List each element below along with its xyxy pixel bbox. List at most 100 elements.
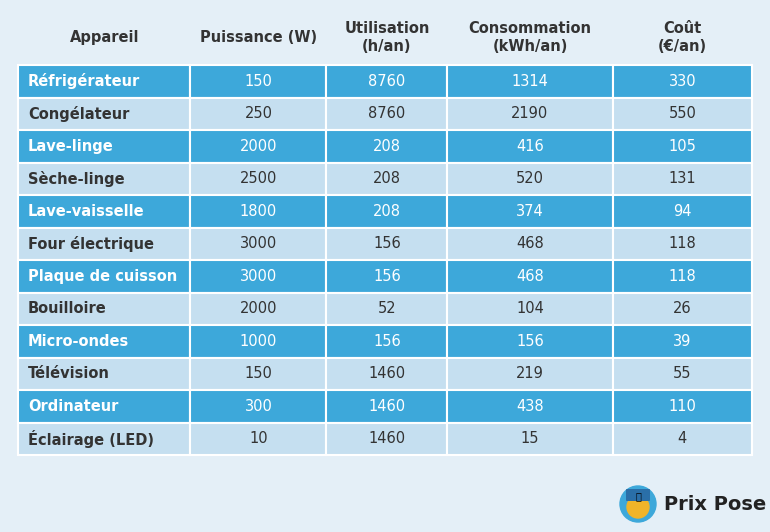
Text: 26: 26 [673,301,691,316]
Text: 105: 105 [668,139,696,154]
Bar [447,228,613,260]
Text: Sèche-linge: Sèche-linge [28,171,125,187]
Text: Prix Pose: Prix Pose [664,495,766,513]
Text: Télévision: Télévision [28,366,110,381]
Bar [18,195,190,228]
Bar [447,195,613,228]
Text: Appareil: Appareil [69,30,139,45]
Text: 219: 219 [516,366,544,381]
Bar [18,390,190,422]
Text: 118: 118 [668,236,696,251]
Text: 3000: 3000 [239,269,277,284]
Bar [447,325,613,358]
Bar [18,97,190,130]
Text: Plaque de cuisson: Plaque de cuisson [28,269,177,284]
Text: Éclairage (LED): Éclairage (LED) [28,430,154,448]
Circle shape [627,496,649,518]
Bar [447,422,613,455]
Text: 374: 374 [516,204,544,219]
Text: 3000: 3000 [239,236,277,251]
Bar [18,228,190,260]
Bar [326,162,447,195]
Text: 1800: 1800 [239,204,277,219]
Text: 52: 52 [377,301,396,316]
Bar [613,293,752,325]
Bar [447,358,613,390]
Text: 156: 156 [373,236,400,251]
Bar [613,162,752,195]
Text: 250: 250 [244,106,273,121]
Bar [18,130,190,162]
Bar [190,422,326,455]
Bar [447,97,613,130]
Bar [613,422,752,455]
Text: 55: 55 [673,366,691,381]
Bar [613,325,752,358]
Bar [447,293,613,325]
Bar [190,195,326,228]
Text: Ordinateur: Ordinateur [28,399,119,414]
Text: 208: 208 [373,204,401,219]
Bar [447,390,613,422]
Bar [326,195,447,228]
Bar [447,130,613,162]
Bar [190,293,326,325]
Text: 1460: 1460 [368,366,405,381]
Text: 1314: 1314 [511,74,548,89]
Text: 131: 131 [668,171,696,186]
Text: 15: 15 [521,431,539,446]
Bar [326,325,447,358]
Text: 150: 150 [244,366,273,381]
Text: 156: 156 [516,334,544,349]
Text: 8760: 8760 [368,106,406,121]
Bar [326,260,447,293]
Bar [18,162,190,195]
Text: Réfrigérateur: Réfrigérateur [28,73,140,89]
Bar [326,422,447,455]
Bar [18,325,190,358]
Text: 4: 4 [678,431,687,446]
Text: 156: 156 [373,334,400,349]
Text: 🔒: 🔒 [635,491,641,501]
Bar [18,422,190,455]
Bar [190,260,326,293]
Text: 94: 94 [673,204,691,219]
Bar [18,260,190,293]
Bar [326,293,447,325]
Bar [18,358,190,390]
Bar [190,358,326,390]
Text: 416: 416 [516,139,544,154]
Bar [613,358,752,390]
Text: 1460: 1460 [368,399,405,414]
Text: 150: 150 [244,74,273,89]
Text: Lave-linge: Lave-linge [28,139,114,154]
Bar [326,390,447,422]
Text: 438: 438 [516,399,544,414]
Text: 2500: 2500 [239,171,277,186]
Text: 10: 10 [249,431,268,446]
Bar [613,65,752,97]
Text: 2000: 2000 [239,139,277,154]
Text: 118: 118 [668,269,696,284]
Text: 1000: 1000 [239,334,277,349]
Text: 2190: 2190 [511,106,548,121]
Text: Consommation
(kWh/an): Consommation (kWh/an) [468,21,591,54]
Text: 39: 39 [673,334,691,349]
Text: Micro-ondes: Micro-ondes [28,334,129,349]
Bar [613,260,752,293]
Bar [613,130,752,162]
Text: 1460: 1460 [368,431,405,446]
Bar [18,293,190,325]
Text: Bouilloire: Bouilloire [28,301,107,316]
Bar [190,162,326,195]
Circle shape [620,486,656,522]
Text: 300: 300 [244,399,273,414]
Bar [190,228,326,260]
Text: 468: 468 [516,269,544,284]
Text: 468: 468 [516,236,544,251]
Bar [447,65,613,97]
FancyBboxPatch shape [626,489,650,501]
Bar [613,390,752,422]
Bar [447,260,613,293]
Text: Congélateur: Congélateur [28,106,129,122]
